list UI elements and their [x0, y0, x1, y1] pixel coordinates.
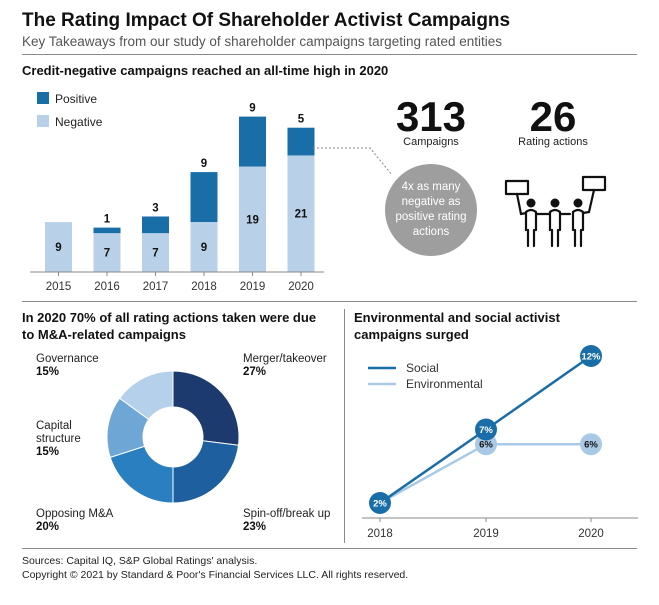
insight-bubble-line-3: positive rating [396, 211, 467, 223]
legend-swatch-positive [37, 92, 49, 104]
bar-label-negative-2015: 9 [55, 242, 61, 254]
x-tick-label-2017: 2017 [143, 281, 169, 293]
bar-negative-2020 [287, 155, 315, 272]
point-social-2019 [475, 418, 497, 441]
bar-positive-2016 [93, 227, 121, 234]
line-x-tick-label-2019: 2019 [473, 528, 499, 540]
header-divider [22, 54, 637, 55]
bar-positive-2018 [190, 172, 218, 223]
bar-positive-2020 [287, 127, 315, 156]
point-label-environmental-2019: 6% [479, 440, 493, 451]
insight-bubble [385, 164, 477, 256]
x-tick-label-2020: 2020 [288, 281, 314, 293]
bar-positive-2019 [239, 116, 266, 167]
bar-label-negative-2018: 9 [201, 242, 207, 254]
x-tick-label-2018: 2018 [191, 281, 217, 293]
donut-slice-merger-takeover [172, 370, 240, 446]
legend-swatch-negative [37, 115, 49, 127]
line-chart-title: Environmental and social activist campai… [354, 309, 644, 343]
campaigns-label: Campaigns [403, 136, 459, 148]
point-social-2018 [369, 492, 391, 514]
point-label-social-2020: 12% [581, 352, 601, 363]
insight-bubble-line-1: 4x as many [402, 181, 461, 193]
donut-value-capital-structure: 15% [36, 446, 59, 458]
bar-negative-2015 [45, 222, 72, 272]
donut-label-merger-takeover: Merger/takeover [243, 353, 327, 365]
rating-actions-label: Rating actions [518, 136, 588, 148]
donut-chart-title-line-2: to M&A-related campaigns [22, 327, 186, 342]
line-x-tick-label-2020: 2020 [578, 528, 604, 540]
legend-label-positive: Positive [55, 92, 97, 106]
point-label-social-2018: 2% [373, 499, 387, 510]
footer-sources: Sources: Capital IQ, S&P Global Ratings'… [22, 555, 258, 567]
donut-slice-governance [118, 370, 174, 421]
x-tick-label-2016: 2016 [94, 281, 120, 293]
line-chart-title-line-2: campaigns surged [354, 327, 469, 342]
rating-actions-value: 26 [530, 93, 577, 140]
bubble-connector [313, 147, 393, 176]
bar-label-positive-2020: 5 [298, 114, 305, 126]
bar-negative-2018 [190, 222, 218, 272]
donut-value-opposing-m-a: 20% [36, 521, 59, 533]
bar-label-positive-2016: 1 [104, 214, 111, 226]
donut-label-governance: Governance [36, 353, 99, 365]
insight-bubble-line-4: actions [413, 226, 450, 238]
donut-label-capital-structure: Capital structure [36, 420, 81, 445]
protesters-with-signs-icon [504, 175, 607, 248]
point-environmental-2020 [580, 433, 602, 456]
stats-panel: 313 Campaigns 26 Rating actions 4x as ma… [313, 93, 607, 256]
bar-label-negative-2019: 19 [246, 214, 259, 226]
bar-label-positive-2019: 9 [249, 103, 255, 115]
donut-label-opposing-m-a: Opposing M&A [36, 508, 114, 520]
footer-copyright: Copyright © 2021 by Standard & Poor's Fi… [22, 569, 409, 581]
x-tick-label-2015: 2015 [46, 281, 72, 293]
bar-chart: Positive Negative 9 2015 7 1 2016 7 3 2017 9 9 2018 1… [30, 92, 324, 293]
donut-value-merger-takeover: 27% [243, 366, 266, 378]
footer-divider [22, 548, 637, 549]
campaigns-value: 313 [396, 93, 466, 140]
point-label-social-2019: 7% [479, 425, 493, 436]
bar-label-negative-2017: 7 [152, 248, 158, 260]
bar-label-negative-2016: 7 [104, 248, 110, 260]
bar-label-negative-2020: 21 [295, 209, 308, 221]
legend-label-negative: Negative [55, 115, 103, 129]
line-x-tick-label-2018: 2018 [367, 528, 393, 540]
bar-negative-2016 [93, 233, 121, 272]
insight-bubble-line-2: negative as [402, 196, 461, 208]
bar-negative-2019 [239, 166, 266, 272]
bar-positive-2017 [142, 216, 169, 234]
donut-slice-spin-off-break-up [172, 440, 240, 504]
page-title: The Rating Impact Of Shareholder Activis… [22, 10, 511, 31]
donut-value-governance: 15% [36, 366, 59, 378]
bar-chart-title: Credit-negative campaigns reached an all… [22, 63, 389, 78]
point-social-2020 [580, 345, 602, 367]
donut-value-spin-off-break-up: 23% [243, 521, 266, 533]
point-label-environmental-2020: 6% [584, 440, 598, 451]
middle-divider [22, 301, 637, 302]
bar-label-positive-2017: 3 [152, 203, 158, 215]
line-chart-title-line-1: Environmental and social activist [354, 310, 560, 325]
x-tick-label-2019: 2019 [240, 281, 266, 293]
legend-label-environmental: Environmental [406, 377, 483, 391]
donut-label-spin-off-break-up: Spin-off/break up [243, 508, 330, 520]
bar-negative-2017 [142, 233, 169, 272]
page-subtitle: Key Takeaways from our study of sharehol… [22, 34, 503, 49]
donut-chart-title-line-1: In 2020 70% of all rating actions taken … [22, 310, 317, 325]
column-divider [344, 309, 345, 543]
donut-chart-title: In 2020 70% of all rating actions taken … [22, 309, 342, 343]
bar-label-positive-2018: 9 [201, 158, 207, 170]
legend-label-social: Social [406, 361, 439, 375]
